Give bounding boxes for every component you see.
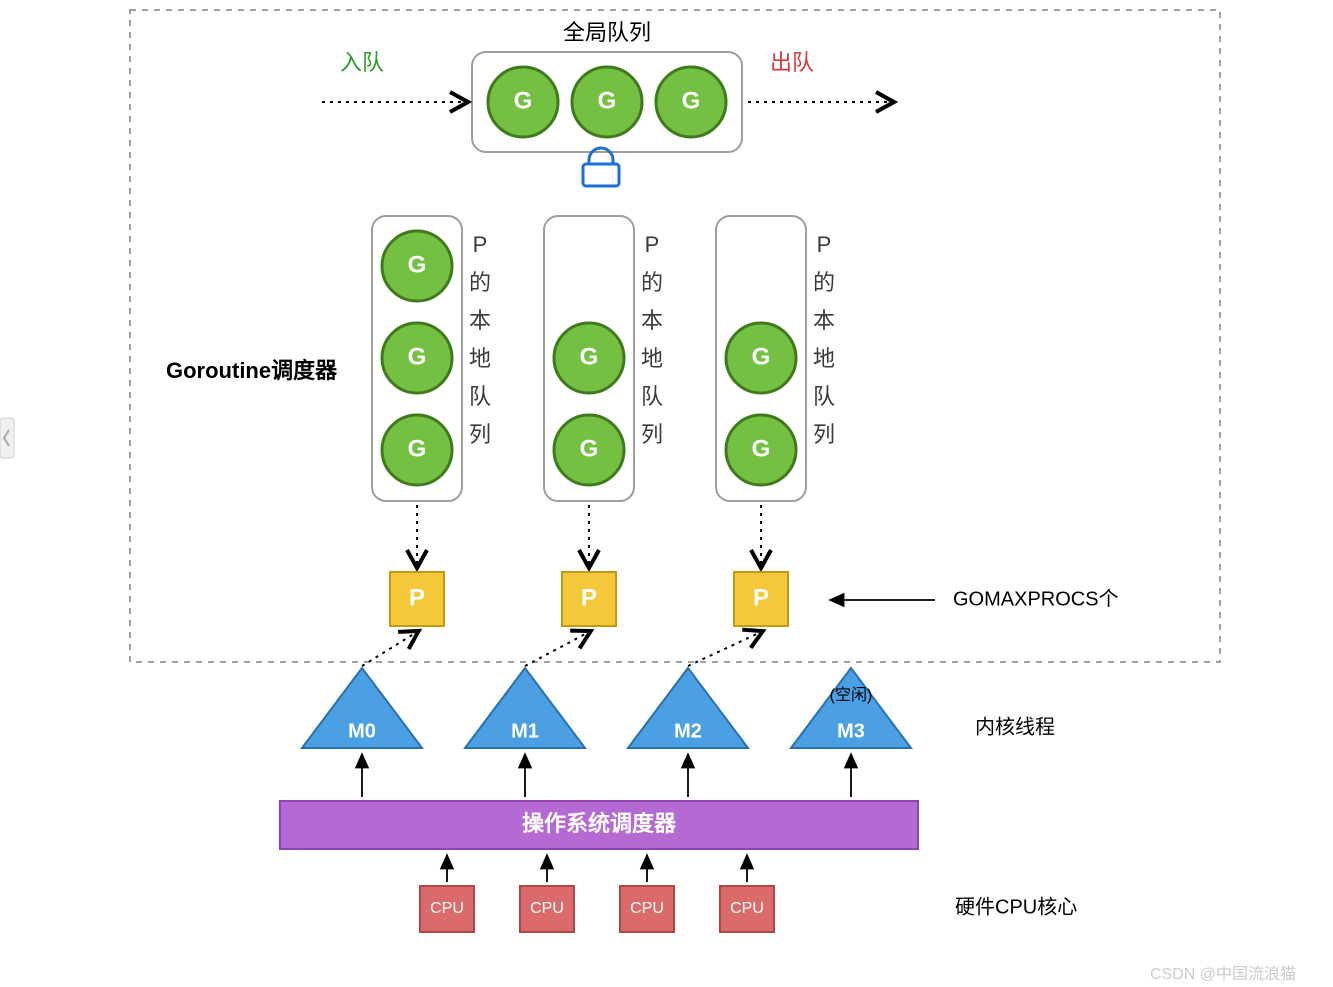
m-to-p-arrow: [688, 632, 761, 666]
cpu-label: CPU: [630, 900, 664, 917]
local-queue-side-label: 地: [469, 346, 491, 371]
local-queue-side-label: 地: [813, 346, 835, 371]
global-queue-title: 全局队列: [563, 20, 651, 45]
left-collapse-tab[interactable]: [0, 418, 14, 458]
local-queue-side-label: 列: [641, 422, 663, 447]
local-g-label: G: [752, 343, 771, 370]
local-g-label: G: [408, 343, 427, 370]
os-scheduler-label: 操作系统调度器: [522, 811, 677, 836]
local-queue-side-label: P: [645, 232, 660, 257]
local-queue-side-label: 列: [813, 422, 835, 447]
m-to-p-arrow: [362, 632, 417, 666]
lock-icon: [583, 164, 619, 186]
m-idle-label: (空闲): [830, 686, 873, 704]
p-label: P: [409, 584, 425, 611]
lock-icon: [589, 148, 613, 164]
dequeue-label: 出队: [770, 50, 814, 75]
m-label: M1: [511, 720, 539, 742]
local-g-label: G: [408, 435, 427, 462]
m-to-p-arrow: [525, 632, 589, 666]
local-queue-side-label: 本: [469, 308, 491, 333]
local-queue-side-label: 列: [469, 422, 491, 447]
m-label: M2: [674, 720, 702, 742]
gomaxprocs-label: GOMAXPROCS个: [953, 587, 1119, 610]
scheduler-title: Goroutine调度器: [166, 358, 338, 383]
local-queue-side-label: P: [473, 232, 488, 257]
watermark: CSDN @中国流浪猫: [1150, 965, 1296, 983]
global-g-label: G: [514, 87, 533, 114]
global-g-label: G: [682, 87, 701, 114]
kernel-thread-label: 内核线程: [975, 715, 1055, 738]
local-queue-side-label: 队: [813, 384, 835, 409]
local-queue-side-label: 地: [641, 346, 663, 371]
cpu-side-label: 硬件CPU核心: [955, 895, 1077, 918]
global-g-label: G: [598, 87, 617, 114]
enqueue-label: 入队: [340, 50, 384, 75]
local-queue-side-label: 的: [469, 270, 491, 295]
local-queue-side-label: 队: [641, 384, 663, 409]
local-g-label: G: [408, 251, 427, 278]
local-queue-side-label: 的: [813, 270, 835, 295]
local-queue-side-label: 的: [641, 270, 663, 295]
local-g-label: G: [580, 435, 599, 462]
p-label: P: [581, 584, 597, 611]
local-queue-side-label: 本: [813, 308, 835, 333]
m-label: M3: [837, 720, 865, 742]
cpu-label: CPU: [730, 900, 764, 917]
p-label: P: [753, 584, 769, 611]
local-queue-side-label: P: [817, 232, 832, 257]
cpu-label: CPU: [530, 900, 564, 917]
m-label: M0: [348, 720, 376, 742]
local-queue-side-label: 本: [641, 308, 663, 333]
cpu-label: CPU: [430, 900, 464, 917]
local-g-label: G: [580, 343, 599, 370]
diagram-canvas: 全局队列GGG入队出队Goroutine调度器GGGP的本地队列GGP的本地队列…: [0, 0, 1333, 987]
local-queue-side-label: 队: [469, 384, 491, 409]
local-g-label: G: [752, 435, 771, 462]
